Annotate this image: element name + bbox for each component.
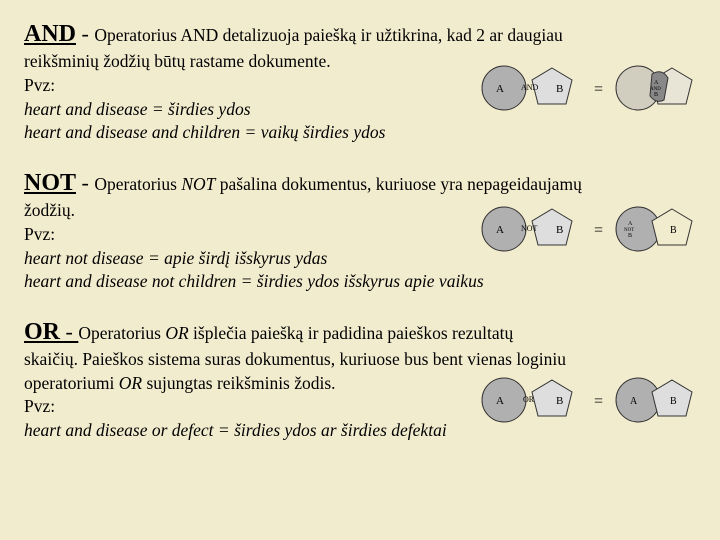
or-line3-op: OR (119, 373, 142, 393)
or-line3-pre: operatoriumi (24, 373, 119, 393)
not-ex1-rhs: = apie širdį išskyrus ydas (144, 248, 328, 268)
svg-text:=: = (594, 81, 603, 98)
not-lead-pre: Operatorius (94, 174, 181, 194)
and-diagram: A AND B = A AND B (476, 60, 696, 116)
svg-text:A: A (654, 80, 659, 86)
and-heading-line: AND - Operatorius AND detalizuoja paiešk… (24, 18, 696, 50)
or-venn-icon: A OR B = A B (476, 372, 696, 428)
svg-text:AND: AND (521, 83, 539, 92)
not-dash: - (76, 170, 94, 195)
svg-text:A: A (496, 395, 504, 407)
section-and: AND - Operatorius AND detalizuoja paiešk… (24, 18, 696, 145)
not-heading-line: NOT - Operatorius NOT pašalina dokumentu… (24, 167, 696, 199)
or-lead-pre: Operatorius (78, 323, 165, 343)
not-title: NOT (24, 170, 76, 196)
and-ex2-lhs: heart and disease and children (24, 122, 240, 142)
svg-text:=: = (594, 222, 603, 239)
not-ex1-lhs: heart not disease (24, 248, 144, 268)
svg-text:B: B (556, 83, 563, 95)
or-dash: - (60, 319, 78, 344)
and-venn-icon: A AND B = A AND B (476, 60, 696, 116)
or-title: OR (24, 319, 60, 345)
and-ex2-rhs: = vaikų širdies ydos (240, 122, 385, 142)
svg-text:NOT: NOT (521, 224, 538, 233)
svg-text:B: B (628, 233, 632, 239)
and-ex1-rhs: = širdies ydos (147, 99, 250, 119)
or-diagram: A OR B = A B (476, 372, 696, 428)
and-title: AND (24, 21, 76, 47)
section-not: NOT - Operatorius NOT pašalina dokumentu… (24, 167, 696, 294)
svg-text:B: B (654, 92, 658, 98)
not-diagram: A NOT B = A NOT B B (476, 201, 696, 257)
and-ex2: heart and disease and children = vaikų š… (24, 121, 696, 145)
and-dash: - (76, 21, 94, 46)
not-ex2: heart and disease not children = širdies… (24, 270, 696, 294)
not-ex2-lhs: heart and disease not children (24, 271, 236, 291)
svg-text:B: B (556, 395, 563, 407)
or-ex1-lhs: heart and disease or defect (24, 420, 214, 440)
svg-text:A: A (496, 83, 504, 95)
not-venn-icon: A NOT B = A NOT B B (476, 201, 696, 257)
svg-text:A: A (630, 396, 638, 407)
or-line3-post: sujungtas reikšminis žodis. (142, 373, 335, 393)
svg-text:OR: OR (523, 395, 535, 404)
or-lead-op: OR (165, 323, 188, 343)
and-lead: Operatorius AND detalizuoja paiešką ir u… (94, 25, 562, 45)
not-lead-op: NOT (181, 174, 215, 194)
svg-text:B: B (670, 396, 677, 407)
not-lead-post: pašalina dokumentus, kuriuose yra nepage… (215, 174, 581, 194)
and-ex1-lhs: heart and disease (24, 99, 147, 119)
page: AND - Operatorius AND detalizuoja paiešk… (0, 0, 720, 540)
svg-text:B: B (556, 224, 563, 236)
or-ex1-rhs: = širdies ydos ar širdies defektai (214, 420, 447, 440)
or-lead-post: išplečia paiešką ir padidina paieškos re… (189, 323, 514, 343)
or-heading-line: OR - Operatorius OR išplečia paiešką ir … (24, 316, 696, 348)
or-line2: skaičių. Paieškos sistema suras dokument… (24, 348, 696, 372)
svg-text:A: A (628, 221, 633, 227)
svg-text:B: B (670, 225, 677, 236)
section-or: OR - Operatorius OR išplečia paiešką ir … (24, 316, 696, 443)
not-ex2-rhs: = širdies ydos išskyrus apie vaikus (236, 271, 483, 291)
svg-text:=: = (594, 393, 603, 410)
svg-text:A: A (496, 224, 504, 236)
